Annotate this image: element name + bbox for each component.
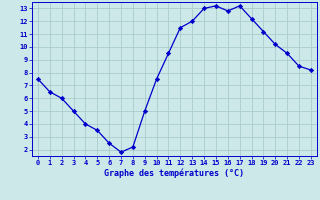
X-axis label: Graphe des températures (°C): Graphe des températures (°C) [104, 169, 244, 178]
